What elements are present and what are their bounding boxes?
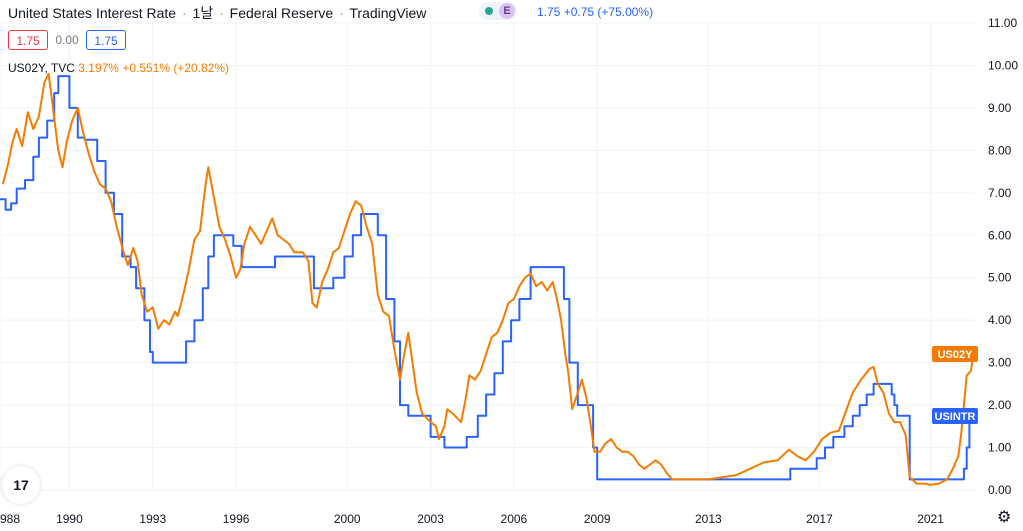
- x-tick-label: 2003: [417, 512, 444, 526]
- y-tick-label: 7.00: [988, 186, 1012, 200]
- gear-icon[interactable]: ⚙: [997, 509, 1012, 526]
- market-status-icon: [485, 7, 493, 15]
- y-tick-label: 10.00: [988, 58, 1018, 72]
- x-tick-label: 2017: [806, 512, 833, 526]
- end-label-bg-US02Y: [932, 346, 978, 362]
- y-tick-label: 5.00: [988, 271, 1012, 285]
- x-tick-label: 988: [0, 512, 20, 526]
- ohlc-open: 1.75: [8, 30, 48, 50]
- x-tick-label: 1996: [223, 512, 250, 526]
- end-label-USINTR: USINTR: [935, 411, 976, 423]
- y-tick-label: 9.00: [988, 101, 1012, 115]
- y-tick-label: 2.00: [988, 398, 1012, 412]
- x-tick-label: 2000: [334, 512, 361, 526]
- x-tick-label: 1990: [56, 512, 83, 526]
- overlay-symbol: US02Y, TVC: [8, 61, 75, 75]
- symbol-title[interactable]: United States Interest Rate: [8, 5, 177, 21]
- data-source: Federal Reserve: [229, 5, 334, 21]
- chart-header: United States Interest Rate · 1날 · Feder…: [8, 5, 427, 21]
- x-tick-label: 2009: [584, 512, 611, 526]
- end-label-US02Y: US02Y: [938, 349, 974, 361]
- platform-name: TradingView: [349, 5, 427, 21]
- overlay-legend[interactable]: US02Y, TVC 3.197% +0.551% (+20.82%): [8, 61, 229, 75]
- x-tick-label: 2013: [695, 512, 722, 526]
- ohlc-mid: 0.00: [55, 33, 79, 47]
- end-label-bg-USINTR: [932, 408, 978, 424]
- y-tick-label: 4.00: [988, 313, 1012, 327]
- chart-grid: [0, 22, 975, 491]
- y-tick-label: 1.00: [988, 441, 1012, 455]
- series-line-US02Y: [1, 72, 975, 486]
- x-tick-label: 2021: [917, 512, 944, 526]
- chart-series: [0, 72, 975, 486]
- y-tick-label: 11.00: [988, 16, 1017, 30]
- y-tick-label: 6.00: [988, 228, 1012, 242]
- x-tick-label: 1993: [139, 512, 166, 526]
- y-tick-label: 3.00: [988, 356, 1012, 370]
- series-line-USINTR: [0, 75, 971, 481]
- header-value: 1.75 +0.75 (+75.00%): [537, 5, 654, 19]
- x-tick-label: 2006: [501, 512, 528, 526]
- events-badge[interactable]: E: [499, 3, 515, 19]
- ohlc-close: 1.75: [86, 30, 126, 50]
- y-tick-label: 8.00: [988, 143, 1012, 157]
- interval[interactable]: 1날: [192, 5, 214, 21]
- tradingview-logo-icon[interactable]: 17: [2, 466, 40, 504]
- y-axis: 11.00 10.00 9.00 8.00 7.00 6.00 5.00 4.00 3.00 2.…: [988, 16, 1018, 497]
- y-tick-label: 0.00: [988, 483, 1012, 497]
- x-axis: 988 1990 1993 1996 2000 2003 2006 2009 2013 2017 2…: [0, 512, 944, 526]
- status-pill[interactable]: E: [479, 2, 517, 20]
- series-end-labels: US02Y USINTR: [932, 346, 978, 424]
- overlay-values: 3.197% +0.551% (+20.82%): [78, 61, 230, 75]
